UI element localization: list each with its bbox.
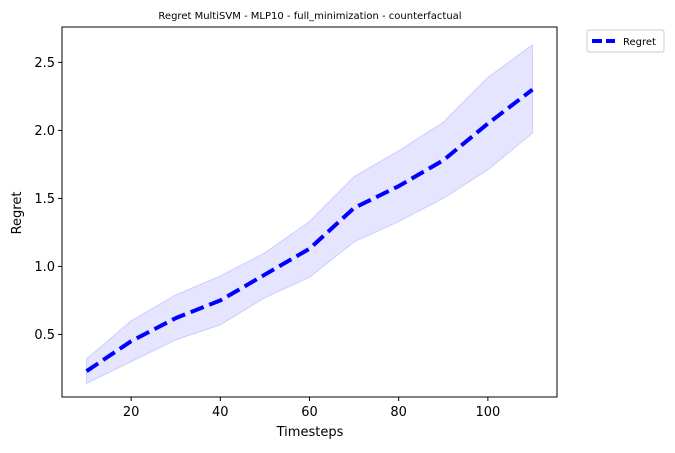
legend: Regret	[586, 29, 665, 53]
data-point	[129, 339, 133, 343]
x-tick-label: 100	[475, 405, 500, 420]
data-point	[352, 206, 356, 210]
confidence-band	[86, 43, 533, 385]
data-point	[397, 184, 401, 188]
x-axis-label: Timesteps	[276, 425, 344, 440]
chart-title: Regret MultiSVM - MLP10 - full_minimizat…	[158, 11, 461, 22]
y-tick-label: 1.0	[34, 260, 55, 275]
y-tick-label: 2.0	[34, 124, 55, 139]
data-point	[441, 158, 445, 162]
regret-series-line	[85, 87, 534, 373]
data-point	[218, 298, 222, 302]
data-point	[486, 122, 490, 126]
data-point	[263, 273, 267, 277]
legend-label-regret: Regret	[623, 37, 656, 48]
y-tick-label: 2.5	[34, 56, 55, 71]
x-tick-label: 40	[212, 405, 229, 420]
x-tick-label: 20	[123, 405, 140, 420]
data-point	[85, 369, 89, 373]
x-tick-label: 80	[390, 405, 407, 420]
y-axis-label: Regret	[10, 192, 25, 235]
data-point	[308, 247, 312, 251]
data-point	[174, 316, 178, 320]
legend-box	[586, 29, 665, 53]
y-axis-ticks: 0.5 1.0 1.5 2.0 2.5	[34, 56, 62, 343]
y-tick-label: 0.5	[34, 328, 55, 343]
x-tick-label: 60	[301, 405, 318, 420]
data-point	[530, 88, 534, 92]
x-axis-ticks: 20 40 60 80 100	[123, 397, 500, 420]
y-tick-label: 1.5	[34, 192, 55, 207]
